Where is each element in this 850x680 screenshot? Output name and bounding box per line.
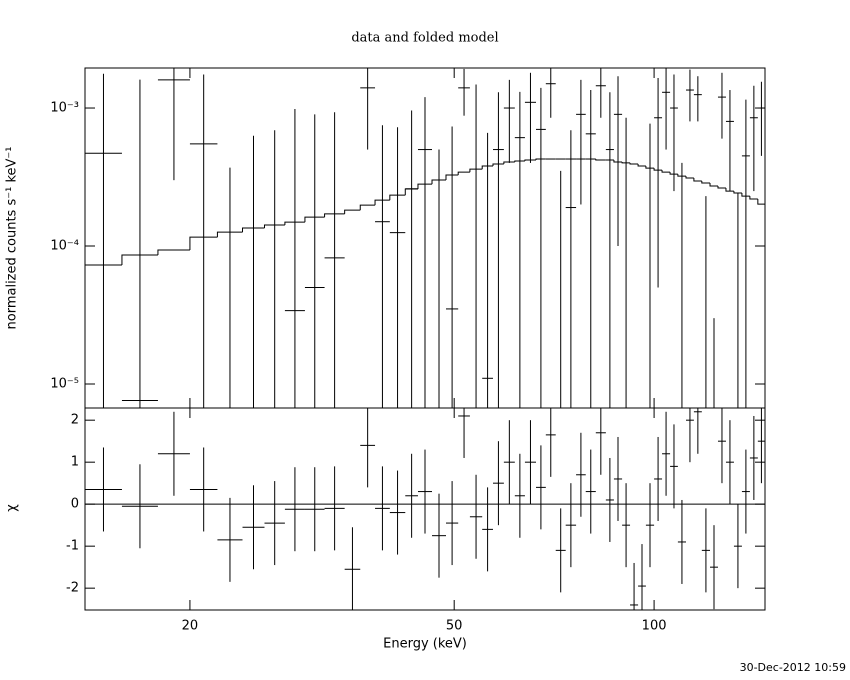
model-step <box>701 180 711 184</box>
model-step <box>431 179 446 185</box>
model-step <box>717 186 726 189</box>
model-step <box>242 227 265 233</box>
model-step <box>709 183 718 187</box>
timestamp: 30-Dec-2012 10:59 <box>740 661 846 674</box>
model-step <box>725 188 734 192</box>
model-step <box>324 213 345 218</box>
model-step <box>669 172 678 175</box>
model-step <box>661 170 671 173</box>
y-tick-label: -2 <box>66 581 79 596</box>
model-step <box>677 174 686 177</box>
model-step <box>645 166 655 169</box>
x-tick-label: 50 <box>446 619 463 634</box>
model-step <box>216 231 243 238</box>
model-step <box>359 204 376 211</box>
x-axis-label: Energy (keV) <box>383 637 467 652</box>
model-step <box>469 168 483 173</box>
model-step <box>741 193 750 197</box>
model-step <box>374 199 390 206</box>
model-step <box>637 163 646 167</box>
model-step <box>189 236 218 251</box>
model-step <box>417 183 433 189</box>
chart-title: data and folded model <box>351 31 498 46</box>
y-tick-label: 10⁻³ <box>50 101 79 116</box>
y-tick-label: 0 <box>71 497 79 512</box>
y-tick-label: -1 <box>66 539 79 554</box>
x-tick-label: 100 <box>642 619 667 634</box>
y-tick-label: 10⁻⁴ <box>50 239 79 254</box>
model-step <box>524 159 536 162</box>
y-tick-label: 2 <box>71 413 79 428</box>
model-step <box>693 178 702 182</box>
model-step <box>121 254 158 266</box>
model-step <box>263 224 285 229</box>
model-step <box>389 194 406 201</box>
model-step <box>344 209 361 214</box>
model-step <box>749 196 758 200</box>
model-step <box>492 163 504 167</box>
residual-axis-label: χ <box>5 504 20 512</box>
model-step <box>653 168 663 171</box>
model-step <box>284 221 305 225</box>
model-step <box>445 174 459 180</box>
model-step <box>757 199 765 205</box>
model-step <box>629 162 639 165</box>
model-step <box>685 176 694 179</box>
y-tick-label: 10⁻⁵ <box>50 377 79 392</box>
y-axis-label: normalized counts s⁻¹ keV⁻¹ <box>5 147 20 330</box>
model-step <box>535 158 546 161</box>
model-step <box>157 249 190 256</box>
model-step <box>481 165 493 170</box>
x-tick-label: 20 <box>182 619 199 634</box>
model-step <box>503 161 515 164</box>
model-step <box>514 160 525 163</box>
model-step <box>733 191 742 194</box>
y-tick-label: 1 <box>71 455 79 470</box>
model-step <box>457 171 470 176</box>
model-step <box>621 162 631 164</box>
model-step <box>595 159 606 161</box>
model-step <box>613 160 623 163</box>
model-step <box>304 216 325 223</box>
